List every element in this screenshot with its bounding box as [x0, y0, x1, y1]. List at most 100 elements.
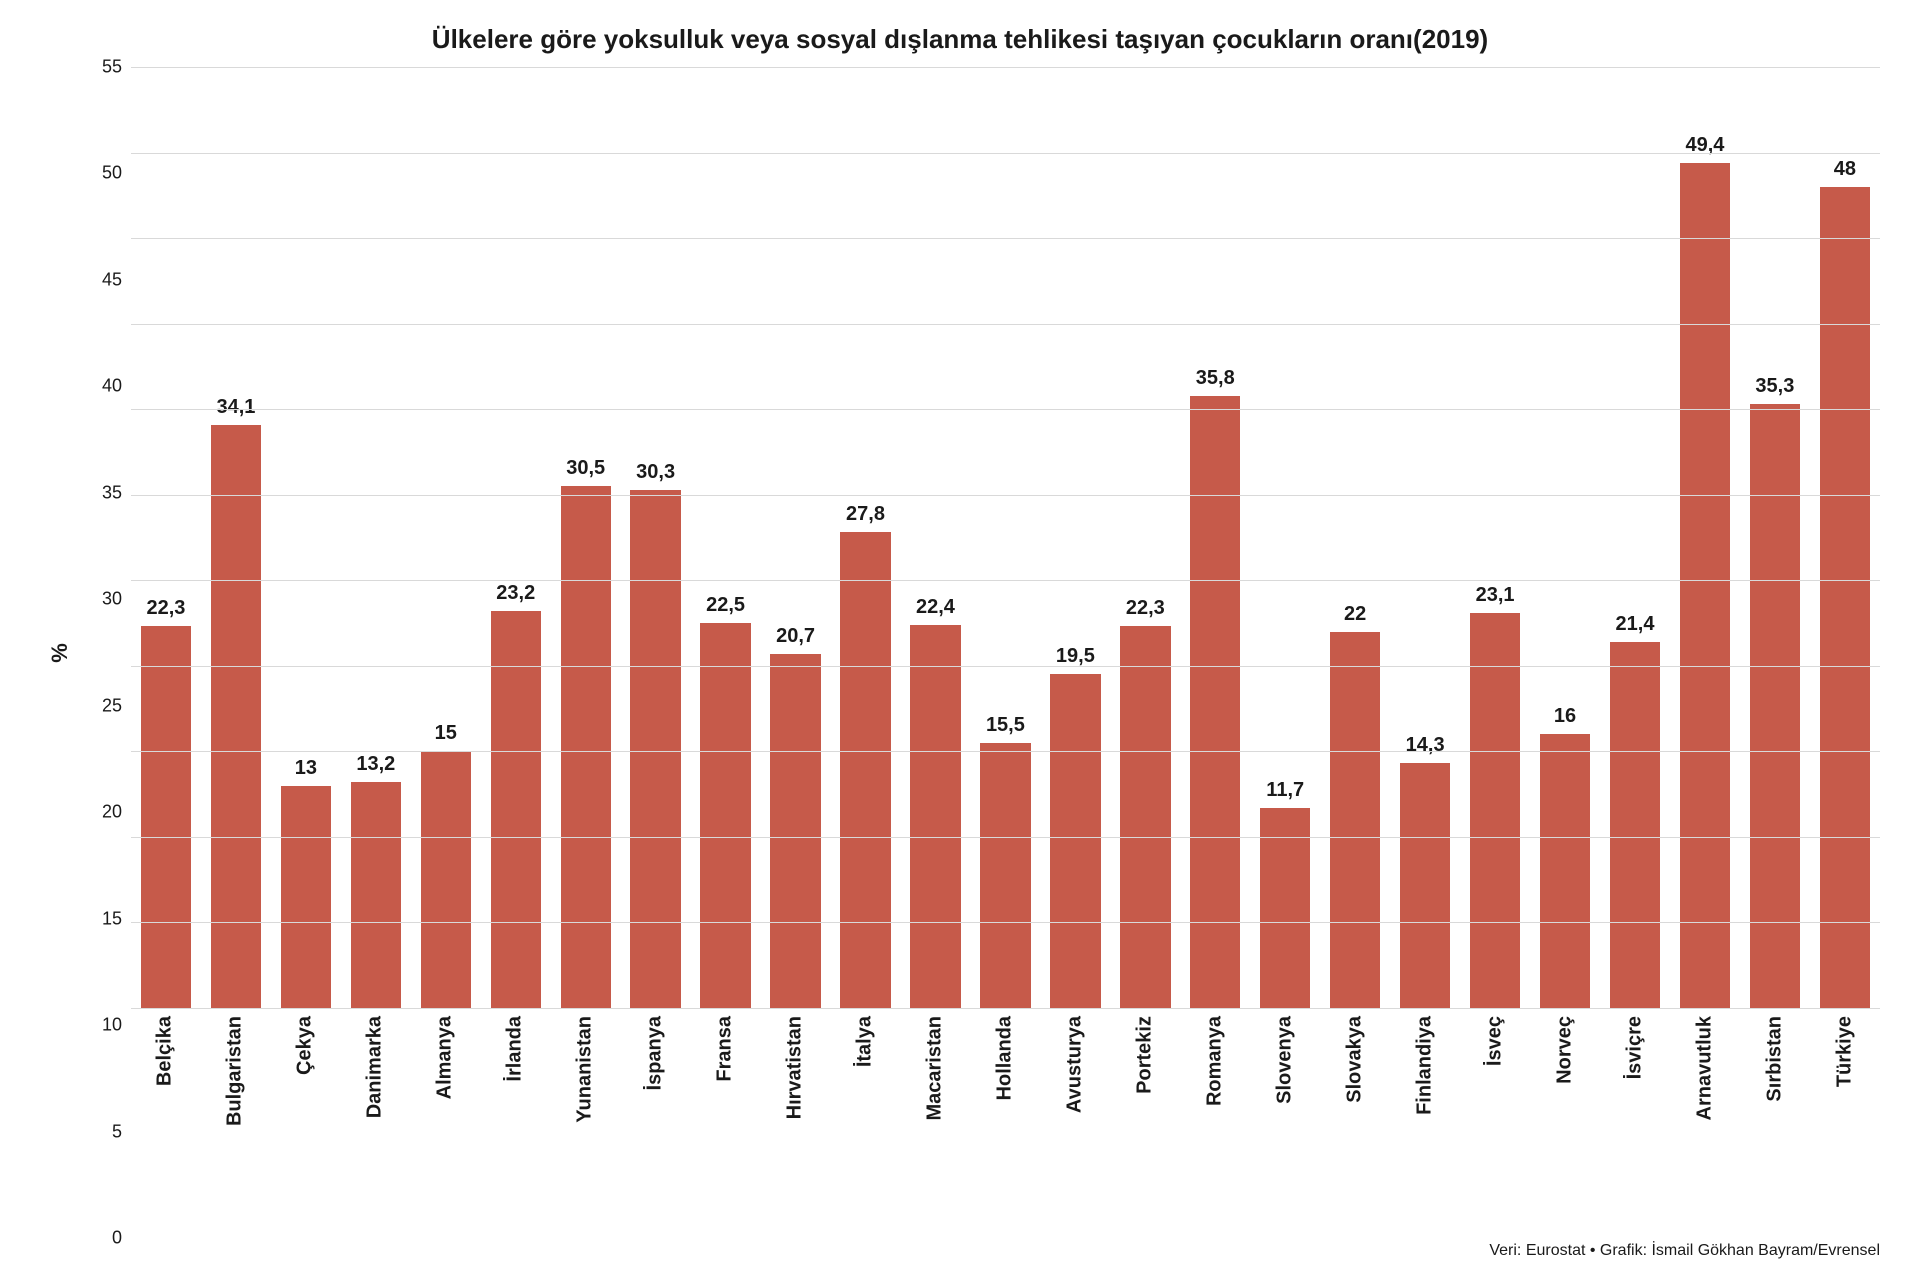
bar-value-label: 21,4: [1616, 613, 1655, 636]
x-category-slot: Hırvatistan: [760, 1008, 830, 1238]
bar: [1610, 642, 1660, 1008]
x-category-slot: İspanya: [620, 1008, 690, 1238]
x-category-label: Danimarka: [364, 1016, 387, 1118]
bar-value-label: 27,8: [846, 503, 885, 526]
y-tick-label: 0: [82, 1228, 122, 1249]
bar: [211, 425, 261, 1008]
gridline: [131, 409, 1880, 410]
bar-value-label: 22,3: [1126, 597, 1165, 620]
y-tick-label: 30: [82, 589, 122, 610]
x-category-slot: Slovenya: [1250, 1008, 1320, 1238]
x-category-label: Çekya: [294, 1016, 317, 1075]
chart-area: % 0510152025303540455055 22,334,11313,21…: [40, 67, 1880, 1238]
gridline: [131, 238, 1880, 239]
bar-value-label: 11,7: [1266, 779, 1304, 802]
x-category-slot: Yunanistan: [550, 1008, 620, 1238]
x-category-label: Hırvatistan: [784, 1016, 807, 1119]
gridline: [131, 495, 1880, 496]
bar: [840, 532, 890, 1008]
gridline: [131, 837, 1880, 838]
x-category-slot: Arnavutluk: [1670, 1008, 1740, 1238]
x-category-slot: İrlanda: [480, 1008, 550, 1238]
y-axis: 0510152025303540455055: [80, 67, 130, 1238]
x-category-slot: Romanya: [1180, 1008, 1250, 1238]
x-category-slot: Almanya: [410, 1008, 480, 1238]
bar: [1190, 396, 1240, 1009]
bar: [421, 751, 471, 1008]
x-category-slot: Belçika: [130, 1008, 200, 1238]
bar-value-label: 30,3: [636, 461, 675, 484]
x-category-slot: Bulgaristan: [200, 1008, 270, 1238]
bar-value-label: 13,2: [356, 753, 395, 776]
x-category-label: İsveç: [1484, 1016, 1507, 1066]
bar: [980, 743, 1030, 1008]
x-category-label: Avusturya: [1064, 1016, 1087, 1113]
gridline: [131, 666, 1880, 667]
y-tick-label: 35: [82, 482, 122, 503]
bar-value-label: 14,3: [1406, 734, 1445, 757]
bar-slot: 15: [411, 67, 481, 1008]
bar: [1050, 674, 1100, 1008]
y-axis-label-column: %: [40, 67, 80, 1238]
x-category-slot: Hollanda: [970, 1008, 1040, 1238]
x-category-label: Slovakya: [1344, 1016, 1367, 1103]
x-category-slot: Slovakya: [1320, 1008, 1390, 1238]
bar: [1120, 626, 1170, 1008]
x-category-slot: Çekya: [270, 1008, 340, 1238]
x-category-slot: Sırbistan: [1740, 1008, 1810, 1238]
bar-slot: 22,4: [900, 67, 970, 1008]
bar-slot: 27,8: [831, 67, 901, 1008]
x-category-slot: Finlandiya: [1390, 1008, 1460, 1238]
bar: [141, 626, 191, 1008]
gridline: [131, 67, 1880, 68]
gridline: [131, 922, 1880, 923]
x-category-label: Almanya: [434, 1016, 457, 1099]
x-category-label: Portekiz: [1134, 1016, 1157, 1094]
x-category-label: Finlandiya: [1414, 1016, 1437, 1115]
bar-value-label: 22: [1344, 603, 1366, 626]
chart-credit: Veri: Eurostat • Grafik: İsmail Gökhan B…: [40, 1242, 1880, 1260]
bar: [1470, 613, 1520, 1008]
bar-value-label: 35,3: [1755, 375, 1794, 398]
y-tick-label: 50: [82, 163, 122, 184]
x-category-label: İtalya: [854, 1016, 877, 1067]
plot-column: 22,334,11313,21523,230,530,322,520,727,8…: [130, 67, 1880, 1238]
bar: [1330, 632, 1380, 1008]
y-tick-label: 45: [82, 269, 122, 290]
x-category-label: Romanya: [1204, 1016, 1227, 1106]
x-category-label: Hollanda: [994, 1016, 1017, 1100]
bar: [700, 623, 750, 1008]
y-tick-label: 20: [82, 802, 122, 823]
bar-slot: 22,3: [131, 67, 201, 1008]
gridline: [131, 580, 1880, 581]
x-category-label: Yunanistan: [574, 1016, 597, 1123]
chart-title: Ülkelere göre yoksulluk veya sosyal dışl…: [40, 24, 1880, 55]
bar-slot: 49,4: [1670, 67, 1740, 1008]
x-category-slot: Danimarka: [340, 1008, 410, 1238]
bar-slot: 35,8: [1180, 67, 1250, 1008]
gridline: [131, 751, 1880, 752]
bar-value-label: 15,5: [986, 714, 1025, 737]
x-category-label: Arnavutluk: [1694, 1016, 1717, 1120]
bar-slot: 14,3: [1390, 67, 1460, 1008]
y-tick-label: 5: [82, 1121, 122, 1142]
bar: [1820, 187, 1870, 1008]
bar-slot: 34,1: [201, 67, 271, 1008]
plot-area: 22,334,11313,21523,230,530,322,520,727,8…: [130, 67, 1880, 1008]
bar-value-label: 30,5: [566, 457, 605, 480]
gridline: [131, 324, 1880, 325]
x-category-slot: Türkiye: [1810, 1008, 1880, 1238]
y-tick-label: 15: [82, 908, 122, 929]
bar-slot: 22: [1320, 67, 1390, 1008]
bar-slot: 20,7: [761, 67, 831, 1008]
bar-slot: 35,3: [1740, 67, 1810, 1008]
bar-value-label: 23,2: [496, 582, 535, 605]
bar: [770, 654, 820, 1008]
bar-value-label: 22,5: [706, 594, 745, 617]
x-category-slot: Portekiz: [1110, 1008, 1180, 1238]
bar-slot: 22,3: [1110, 67, 1180, 1008]
bar-slot: 13: [271, 67, 341, 1008]
gridline: [131, 153, 1880, 154]
x-category-label: İrlanda: [504, 1016, 527, 1082]
bar-value-label: 22,4: [916, 596, 955, 619]
